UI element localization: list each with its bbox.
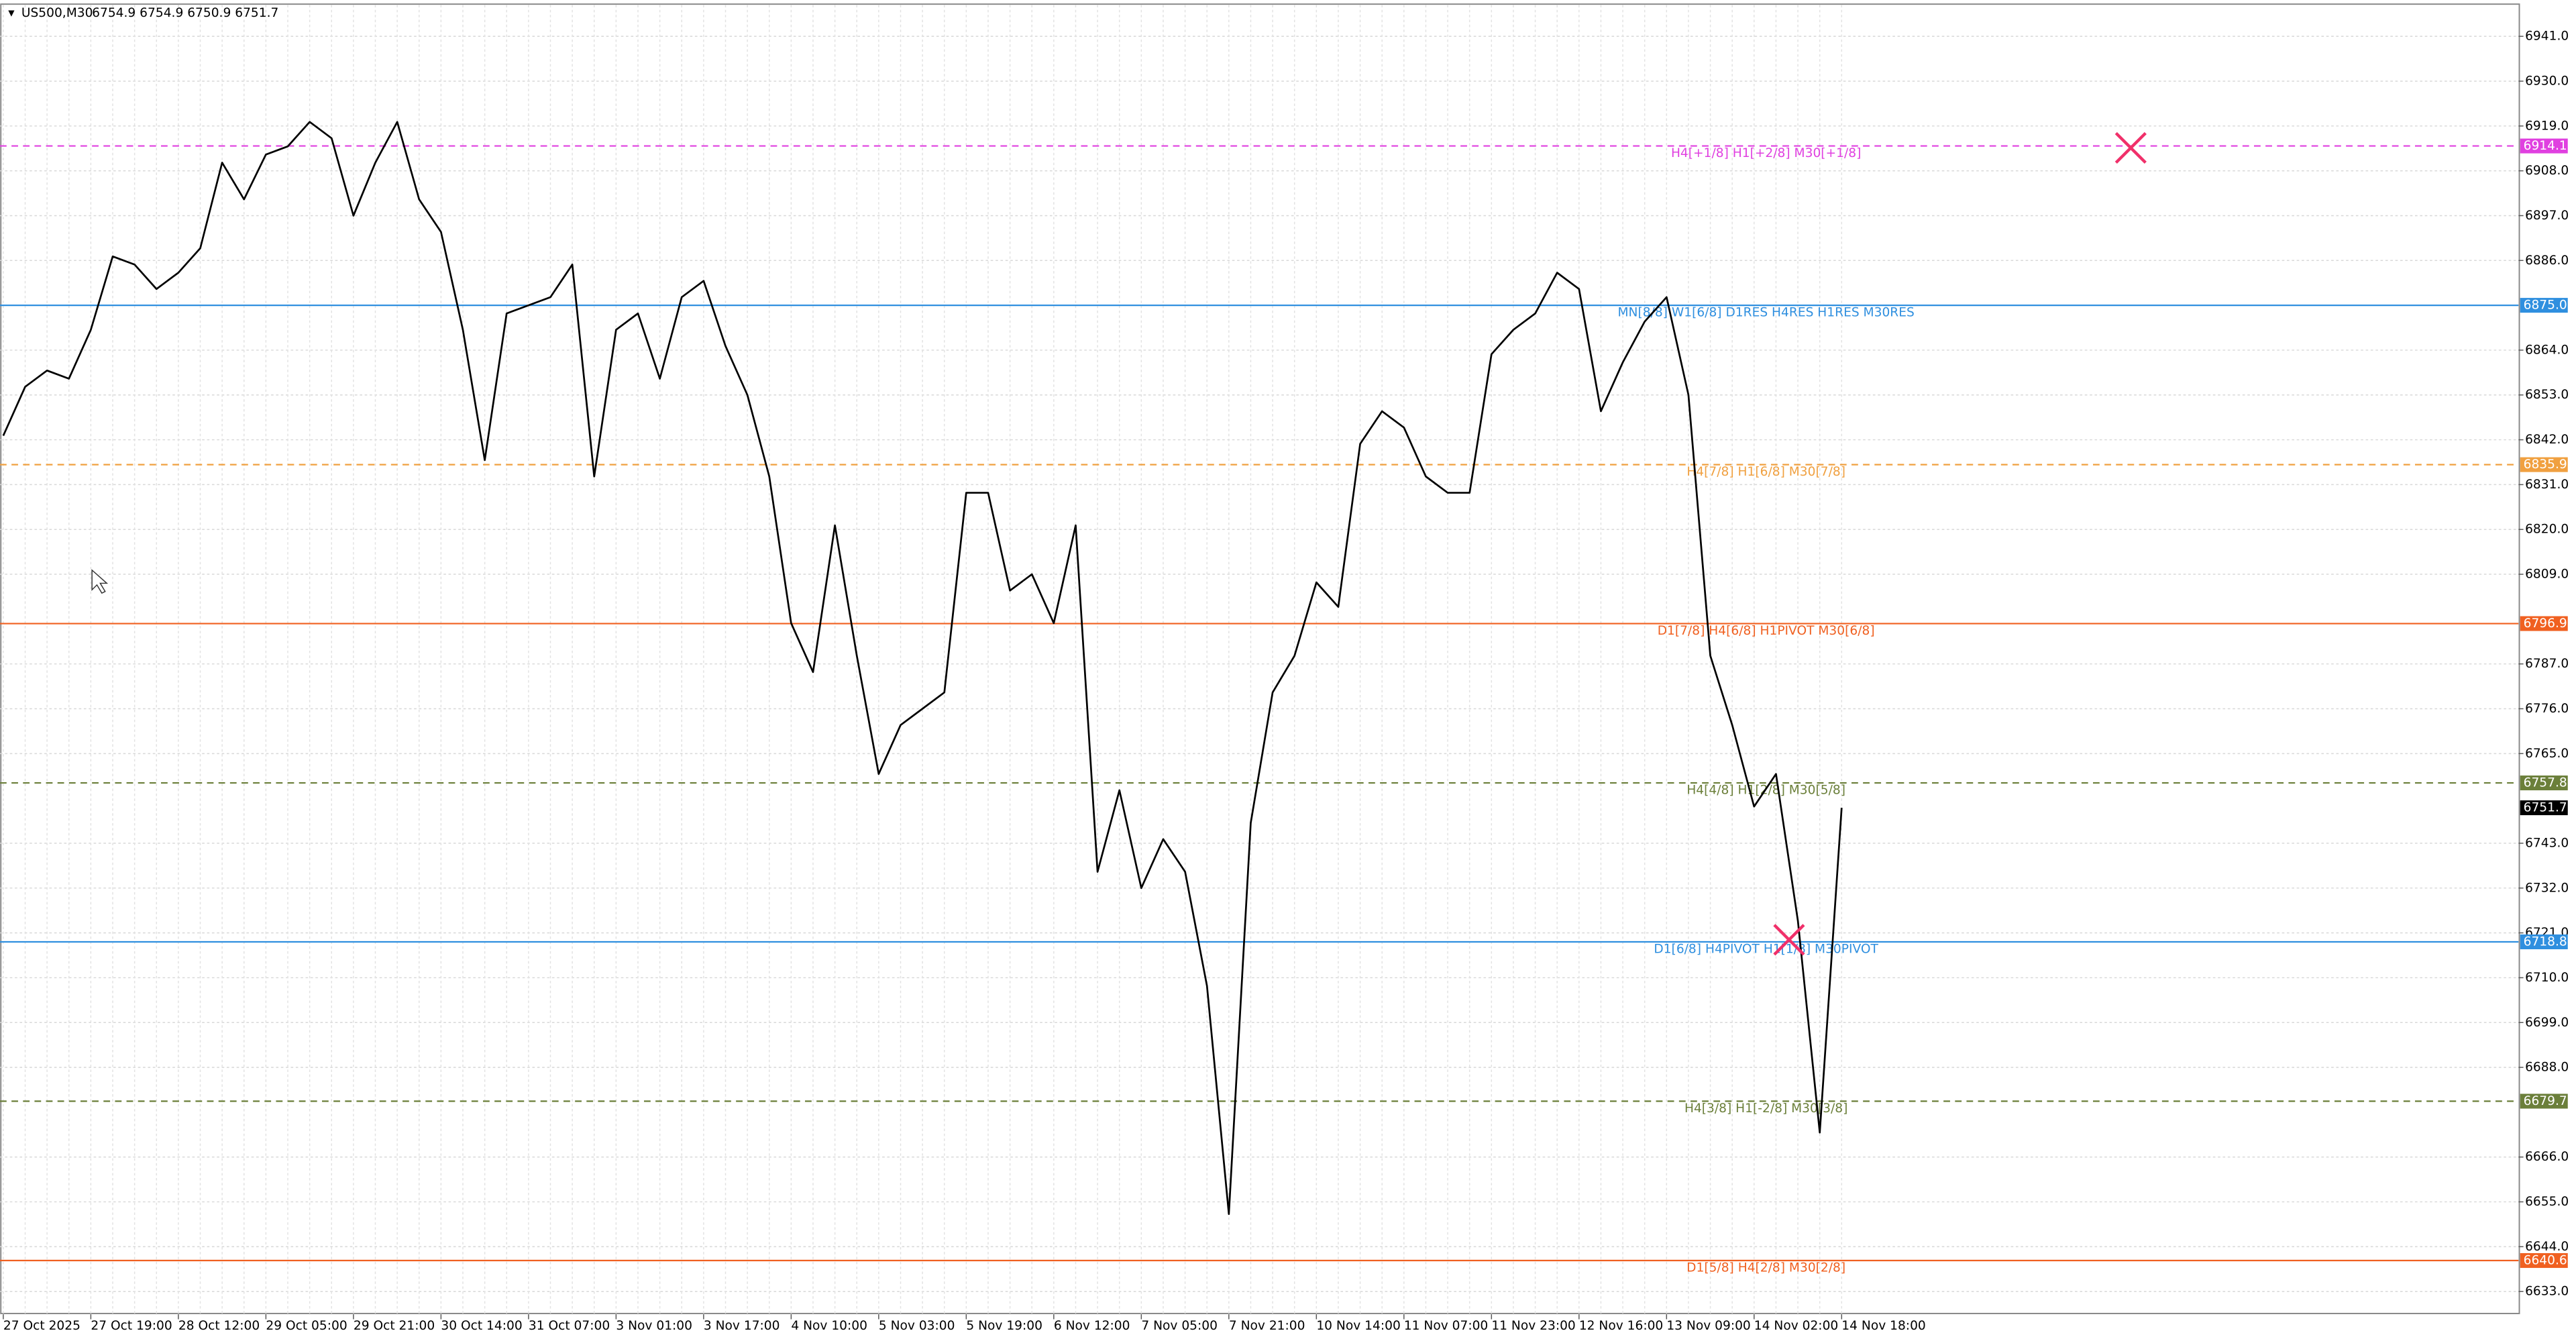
- price-tag-label: 6835.9: [2524, 458, 2567, 472]
- x-tick-label: 14 Nov 02:00: [1754, 1319, 1838, 1333]
- series: [2, 121, 1843, 1216]
- x-tick-label: 28 Oct 12:00: [178, 1319, 260, 1333]
- markers: [1773, 131, 2147, 956]
- price-tag-label: 6757.8: [2524, 776, 2567, 790]
- axes: 6941.0 6930.0 6919.0 6908.0 6897.0 6886.0 6864…: [3, 30, 2569, 1333]
- y-tick-label: 6809.0: [2525, 568, 2569, 582]
- x-tick-label: 14 Nov 18:00: [1841, 1319, 1925, 1333]
- y-tick-label: 6941.0: [2525, 30, 2569, 44]
- price-tag: [2520, 1253, 2568, 1269]
- x-tick-label: 11 Nov 07:00: [1404, 1319, 1488, 1333]
- price-tag-label: 6718.8: [2524, 934, 2567, 949]
- level-label: H4[7/8] H1[6/8] M30[7/8]: [1686, 465, 1845, 479]
- level-label: D1[7/8] H4[6/8] H1PIVOT M30[6/8]: [1658, 624, 1875, 638]
- price-tag-label: 6875.0: [2524, 299, 2567, 313]
- level-label: MN[8/8] W1[6/8] D1RES H4RES H1RES M30RES: [1617, 306, 1914, 320]
- y-tick-label: 6765.0: [2525, 747, 2569, 761]
- price-tag: [2520, 457, 2568, 472]
- price-tag: [2520, 775, 2568, 791]
- y-tick-label: 6831.0: [2525, 478, 2569, 492]
- y-tick-label: 6732.0: [2525, 881, 2569, 895]
- cross-marker: [2114, 131, 2147, 164]
- y-tick-label: 6864.0: [2525, 343, 2569, 357]
- y-tick-label: 6666.0: [2525, 1150, 2569, 1164]
- y-tick-label: 6655.0: [2525, 1195, 2569, 1209]
- price-line: [2, 121, 1843, 1216]
- y-tick-label: 6644.0: [2525, 1240, 2569, 1254]
- x-tick-label: 27 Oct 19:00: [91, 1319, 172, 1333]
- y-tick-label: 6919.0: [2525, 119, 2569, 133]
- y-tick-label: 6853.0: [2525, 388, 2569, 402]
- plot-frame: [0, 3, 2520, 1314]
- y-tick-label: 6820.0: [2525, 523, 2569, 537]
- level-label: H4[+1/8] H1[+2/8] M30[+1/8]: [1671, 146, 1861, 160]
- y-tick-label: 6710.0: [2525, 971, 2569, 985]
- y-tick-label: 6897.0: [2525, 209, 2569, 223]
- x-tick-label: 7 Nov 05:00: [1141, 1319, 1218, 1333]
- y-tick-label: 6908.0: [2525, 164, 2569, 178]
- price-tag-label: 6679.7: [2524, 1094, 2567, 1108]
- price-tag: [2520, 1093, 2568, 1109]
- cursor: [91, 569, 109, 594]
- last-price-label: 6751.7: [2524, 801, 2567, 815]
- x-tick-label: 29 Oct 05:00: [266, 1319, 347, 1333]
- x-tick-label: 27 Oct 2025: [3, 1319, 80, 1333]
- ohlc: 6754.9 6754.9 6750.9 6751.7: [92, 6, 278, 20]
- x-tick-label: 6 Nov 12:00: [1054, 1319, 1130, 1333]
- x-tick-label: 7 Nov 21:00: [1229, 1319, 1305, 1333]
- x-tick-label: 29 Oct 21:00: [354, 1319, 435, 1333]
- y-tick-label: 6787.0: [2525, 657, 2569, 671]
- x-tick-label: 5 Nov 19:00: [966, 1319, 1042, 1333]
- x-tick-label: 13 Nov 09:00: [1666, 1319, 1750, 1333]
- x-tick-label: 4 Nov 10:00: [791, 1319, 867, 1333]
- price-tag-label: 6796.9: [2524, 617, 2567, 631]
- y-tick-label: 6842.0: [2525, 433, 2569, 447]
- y-tick-label: 6633.0: [2525, 1285, 2569, 1299]
- cross-marker: [1773, 924, 1805, 956]
- symbol: US500,M30: [21, 6, 93, 20]
- x-tick-label: 11 Nov 23:00: [1491, 1319, 1575, 1333]
- x-tick-label: 31 Oct 07:00: [529, 1319, 610, 1333]
- x-tick-label: 30 Oct 14:00: [441, 1319, 522, 1333]
- x-tick-label: 10 Nov 14:00: [1316, 1319, 1400, 1333]
- price-tag: [2520, 138, 2568, 154]
- price-tag-label: 6640.6: [2524, 1254, 2567, 1268]
- x-tick-label: 12 Nov 16:00: [1579, 1319, 1663, 1333]
- header-arrow: ▾: [8, 6, 15, 20]
- y-tick-label: 6699.0: [2525, 1016, 2569, 1030]
- level-label: H4[3/8] H1[-2/8] M30[3/8]: [1684, 1102, 1847, 1116]
- levels: H4[+1/8] H1[+2/8] M30[+1/8] MN[8/8] W1[6/…: [0, 145, 2519, 1275]
- y-tick-label: 6688.0: [2525, 1061, 2569, 1075]
- price-tag: [2520, 934, 2568, 950]
- price-tag-label: 6914.1: [2524, 139, 2567, 153]
- x-tick-label: 3 Nov 01:00: [616, 1319, 692, 1333]
- price-tag: [2520, 616, 2568, 631]
- x-tick-label: 3 Nov 17:00: [704, 1319, 780, 1333]
- y-tick-label: 6930.0: [2525, 74, 2569, 88]
- x-tick-label: 5 Nov 03:00: [879, 1319, 955, 1333]
- grid: [0, 5, 2519, 1315]
- y-tick-label: 6743.0: [2525, 836, 2569, 850]
- level-label: D1[5/8] H4[2/8] M30[2/8]: [1686, 1261, 1845, 1275]
- y-tick-label: 6886.0: [2525, 254, 2569, 268]
- last-price-tag: [2520, 800, 2568, 816]
- level-label: D1[6/8] H4PIVOT H1[1/8] M30PIVOT: [1654, 943, 1878, 957]
- y-tick-label: 6776.0: [2525, 702, 2569, 716]
- price-tag: [2520, 298, 2568, 313]
